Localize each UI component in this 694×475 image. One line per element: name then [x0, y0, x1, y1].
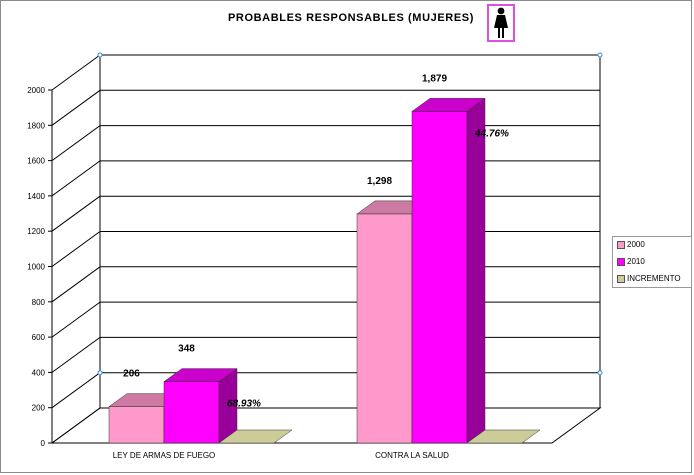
x-category-label: LEY DE ARMAS DE FUEGO	[113, 451, 216, 460]
y-axis: 0 200 400 600 800 1000 1200 1400 1600 1800 2000	[27, 86, 53, 448]
y-tick-label: 1200	[27, 227, 45, 236]
bar-2010-0	[163, 381, 220, 444]
gridline-side	[51, 301, 101, 338]
gridline-side	[51, 266, 101, 303]
legend: 2000 2010 INCREMENTO	[612, 236, 692, 288]
legend-swatch-2010	[617, 257, 625, 266]
legend-item-2000: 2000	[617, 239, 645, 251]
gridline-side	[51, 372, 101, 409]
y-tick-label: 1000	[27, 263, 45, 272]
bar-2000-0	[108, 406, 165, 444]
gridline-side	[51, 231, 101, 267]
bar-2010-1	[411, 111, 468, 444]
legend-item-incremento: INCREMENTO	[617, 273, 681, 285]
gridline-side	[51, 336, 101, 373]
data-label: 1,879	[422, 73, 447, 84]
bar-INCREMENTO-1	[466, 429, 541, 444]
data-label: 44.76%	[474, 128, 509, 139]
gridline-side	[51, 195, 101, 232]
gridline-side	[51, 160, 101, 197]
y-tick-label: 600	[32, 333, 46, 342]
gridline-side	[51, 407, 101, 444]
y-tick-label: 1400	[27, 192, 45, 201]
data-label: 348	[178, 344, 195, 355]
gridline-side	[51, 54, 101, 91]
y-tick-label: 1800	[27, 121, 45, 130]
corner-marker	[97, 52, 103, 58]
data-label: 206	[123, 369, 140, 380]
y-tick-label: 800	[32, 298, 46, 307]
y-tick-label: 200	[32, 404, 46, 413]
corner-marker	[597, 370, 603, 376]
y-tick-label: 0	[41, 439, 46, 448]
x-category-label: CONTRA LA SALUD	[375, 451, 449, 460]
corner-marker	[97, 370, 103, 376]
data-label: 1,298	[367, 176, 392, 187]
legend-swatch-incremento	[617, 274, 625, 283]
bar-2000-1	[356, 213, 413, 444]
gridline-side	[51, 125, 101, 162]
legend-item-2010: 2010	[617, 256, 645, 268]
corner-marker	[597, 52, 603, 58]
x-axis: LEY DE ARMAS DE FUEGO CONTRA LA SALUD	[113, 451, 449, 460]
woman-icon-frame	[487, 4, 515, 42]
y-tick-label: 2000	[27, 86, 45, 95]
y-tick-label: 1600	[27, 157, 45, 166]
data-labels: 206 348 68.93% 1,298 1,879 44.76%	[123, 73, 509, 409]
woman-icon	[494, 7, 508, 38]
legend-swatch-2000	[617, 240, 625, 249]
back-wall-grid	[50, 52, 603, 444]
gridline-side	[51, 89, 101, 126]
chart-title: PROBABLES RESPONSABLES (MUJERES)	[228, 12, 474, 24]
bars	[108, 97, 541, 444]
data-label: 68.93%	[227, 399, 261, 410]
bar-INCREMENTO-0	[218, 429, 293, 444]
bar-side-2010-1	[466, 97, 486, 444]
y-tick-label: 400	[32, 368, 46, 377]
